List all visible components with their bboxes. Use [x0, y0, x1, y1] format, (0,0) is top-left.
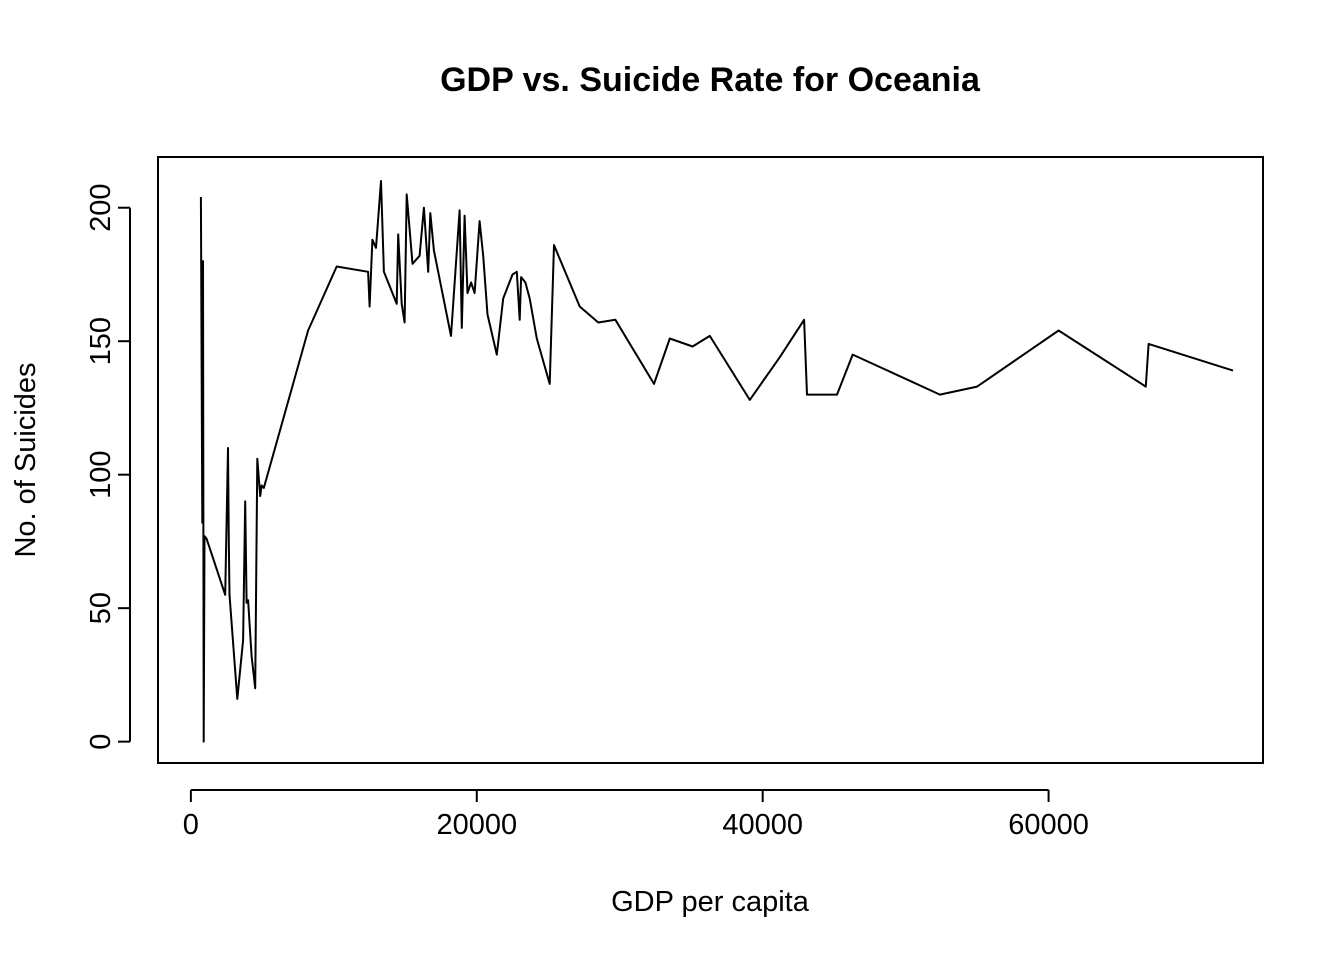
y-axis-label: No. of Suicides [10, 362, 42, 557]
y-tick-label: 50 [85, 592, 117, 624]
x-axis: 0 20000 40000 60000 [183, 789, 1089, 841]
plot-area-frame [157, 156, 1264, 764]
y-axis: 0 50 100 150 200 [85, 184, 131, 750]
x-tick-label: 60000 [1008, 809, 1089, 841]
series-line-0 [199, 180, 1234, 743]
series-group [199, 180, 1234, 743]
x-tick-label: 40000 [722, 809, 803, 841]
chart-title: GDP vs. Suicide Rate for Oceania [440, 61, 981, 99]
y-tick-label: 100 [85, 450, 117, 498]
x-tick-label: 20000 [436, 809, 517, 841]
x-axis-label: GDP per capita [611, 886, 810, 918]
y-tick-label: 150 [85, 317, 117, 365]
x-tick-label: 0 [183, 809, 199, 841]
y-tick-label: 200 [85, 184, 117, 232]
y-tick-label: 0 [85, 734, 117, 750]
